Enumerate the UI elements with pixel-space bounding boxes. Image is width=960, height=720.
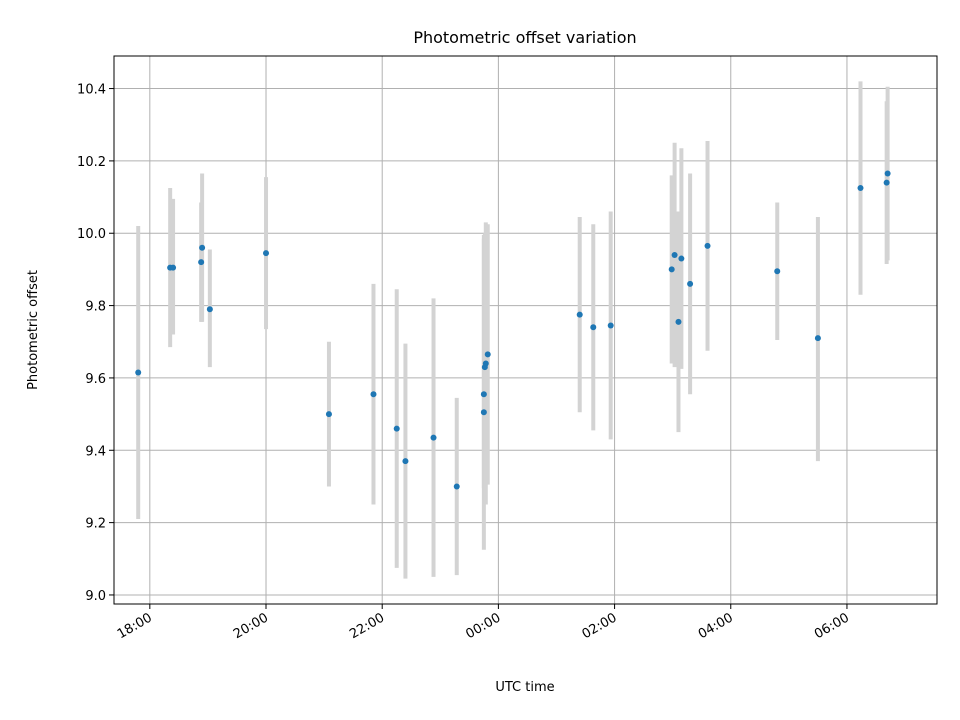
data-point (393, 425, 400, 432)
data-point (370, 391, 377, 398)
data-point (135, 369, 142, 376)
data-point (814, 335, 821, 342)
data-point (453, 483, 460, 490)
data-point (482, 360, 489, 367)
grid-lines (114, 56, 937, 604)
data-point (883, 179, 890, 186)
data-point (480, 409, 487, 416)
y-tick-label: 9.0 (85, 589, 106, 604)
y-tick-label: 9.8 (85, 300, 106, 315)
data-point (774, 268, 781, 275)
data-point (668, 266, 675, 273)
data-point (198, 259, 205, 266)
data-point (704, 242, 711, 249)
y-tick-label: 10.0 (77, 227, 106, 242)
data-point (687, 280, 694, 287)
data-point (576, 311, 583, 318)
data-point (263, 250, 270, 257)
data-point (430, 434, 437, 441)
data-point (857, 185, 864, 192)
y-axis-ticks: 9.0 9.2 9.4 9.6 9.8 10.0 10.2 10.4 (77, 83, 114, 604)
data-points (135, 170, 891, 490)
data-point (671, 251, 678, 258)
data-point (199, 244, 206, 251)
plot-frame (113, 55, 938, 605)
y-tick-label: 9.2 (85, 517, 106, 532)
data-point (607, 322, 614, 329)
y-tick-label: 10.2 (77, 155, 106, 170)
data-point (678, 255, 685, 262)
y-tick-label: 9.4 (85, 444, 106, 459)
data-point (590, 324, 597, 331)
data-point (884, 170, 891, 177)
chart-title: Photometric offset variation (413, 28, 636, 47)
data-point (675, 318, 682, 325)
data-point (484, 351, 491, 358)
data-point (480, 391, 487, 398)
x-axis-label: UTC time (495, 680, 554, 695)
data-point (206, 306, 213, 313)
y-axis-label: Photometric offset (26, 270, 41, 390)
y-tick-label: 10.4 (77, 83, 106, 98)
data-point (170, 264, 177, 271)
y-tick-label: 9.6 (85, 372, 106, 387)
data-point (402, 458, 409, 465)
data-point (325, 411, 332, 418)
